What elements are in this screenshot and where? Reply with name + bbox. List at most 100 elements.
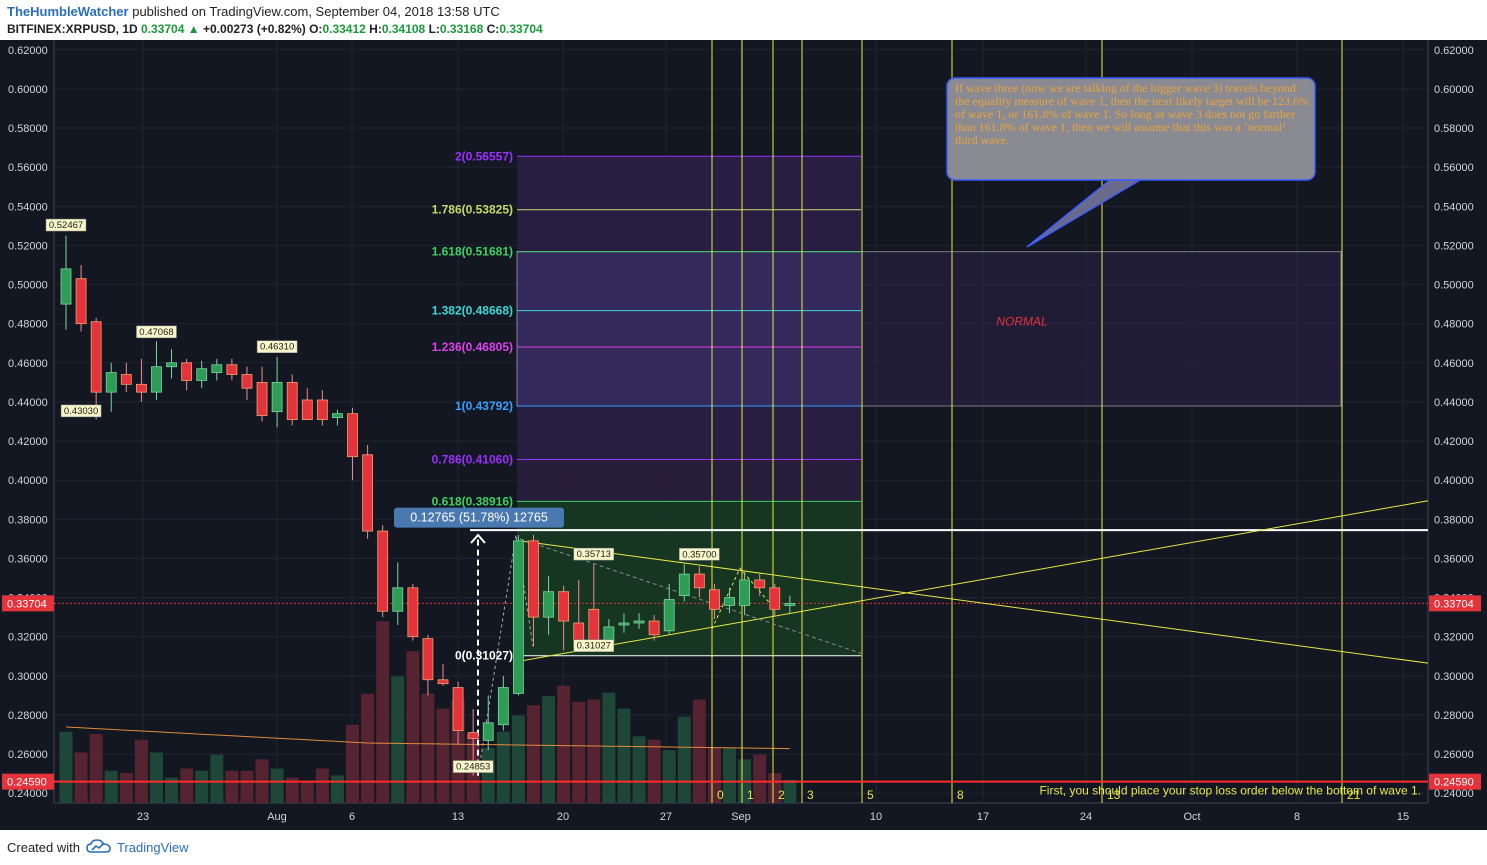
candle-body[interactable]	[332, 413, 343, 418]
candle-body[interactable]	[271, 381, 283, 413]
fib-label: 1.786(0.53825)	[432, 203, 513, 217]
price-tag-text: 0.35700	[682, 549, 716, 560]
candle-body[interactable]	[181, 362, 193, 381]
y-tick-right: 0.32000	[1434, 632, 1474, 644]
time-fib-count: 5	[867, 788, 874, 802]
volume-bar	[753, 754, 767, 803]
candle-body[interactable]	[151, 366, 162, 393]
last-price: 0.33704	[141, 22, 185, 36]
price-tag-text: 0.31027	[577, 641, 611, 652]
candle-body[interactable]	[211, 364, 223, 373]
candle-body[interactable]	[513, 540, 524, 694]
current-price-tag-left	[2, 595, 54, 612]
y-tick-left: 0.60000	[8, 84, 48, 96]
candle-body[interactable]	[377, 530, 389, 612]
candle-body[interactable]	[784, 603, 796, 606]
candle-body[interactable]	[166, 362, 177, 368]
price-tag-box	[256, 340, 298, 353]
y-tick-right: 0.40000	[1434, 475, 1474, 487]
volume-bar	[707, 747, 721, 803]
high-value: 0.34108	[381, 22, 426, 36]
measure-label[interactable]: 0.12765 (51.78%) 12765	[394, 507, 564, 528]
candle-body[interactable]	[286, 381, 298, 420]
candle-body[interactable]	[497, 687, 509, 726]
candle-body[interactable]	[648, 620, 660, 636]
candle-body[interactable]	[739, 579, 750, 606]
current-price-tag-left-text: 0.33704	[7, 598, 47, 610]
y-tick-right: 0.38000	[1434, 514, 1474, 526]
candle-body[interactable]	[482, 722, 494, 741]
candle-body[interactable]	[437, 679, 449, 685]
open-value: 0.33412	[322, 22, 366, 36]
time-fib-count: 21	[1347, 788, 1361, 802]
callout[interactable]: If wave three (now we are talking of the…	[946, 77, 1316, 248]
y-tick-right: 0.44000	[1434, 397, 1474, 409]
ohlc-line: BITFINEX:XRPUSD, 1D 0.33704 ▲ +0.00273 (…	[7, 22, 543, 36]
candle-body[interactable]	[226, 364, 238, 375]
candle-body[interactable]	[407, 587, 419, 638]
price-tag: 0.46310	[256, 340, 298, 353]
time-fib-count: 2	[778, 788, 785, 802]
candle-body[interactable]	[543, 591, 554, 618]
tradingview-logo-icon[interactable]	[86, 838, 112, 856]
candle-body[interactable]	[769, 587, 781, 610]
fib-label: 1.382(0.48668)	[432, 304, 513, 318]
candle-body[interactable]	[467, 732, 479, 739]
candle-body[interactable]	[105, 372, 117, 393]
candle-body[interactable]	[362, 454, 374, 532]
candle-body[interactable]	[90, 321, 102, 393]
trend-line-lower[interactable]	[519, 500, 1429, 662]
candle-body[interactable]	[301, 399, 313, 420]
support-price-tag-left-text: 0.24590	[7, 777, 47, 789]
candle-body[interactable]	[693, 573, 705, 589]
normal-target-box[interactable]	[516, 251, 1342, 407]
candle-body[interactable]	[754, 579, 766, 589]
candle-body[interactable]	[588, 608, 600, 645]
chart-svg[interactable]: 0.62000 0.62000 0.60000 0.60000 0.58000 0.580…	[0, 40, 1487, 830]
candle-body[interactable]	[256, 381, 268, 417]
y-tick-left: 0.42000	[8, 436, 48, 448]
candle-body[interactable]	[452, 687, 464, 732]
candle-body[interactable]	[528, 540, 539, 618]
y-tick-left: 0.56000	[8, 162, 48, 174]
candle-body[interactable]	[422, 638, 434, 681]
y-tick-right: 0.48000	[1434, 319, 1474, 331]
candle-body[interactable]	[709, 589, 720, 610]
y-tick-left: 0.46000	[8, 358, 48, 370]
candle-body[interactable]	[241, 374, 253, 389]
volume-bar	[496, 731, 510, 803]
candle-body[interactable]	[392, 587, 404, 612]
fib-zone-low	[517, 459, 861, 502]
candle-body[interactable]	[75, 278, 87, 325]
candle-body[interactable]	[135, 383, 147, 393]
price-tag-text: 0.43030	[64, 406, 98, 417]
volume-bar	[119, 773, 133, 803]
author-link[interactable]: TheHumbleWatcher	[7, 4, 129, 19]
candle-body[interactable]	[558, 591, 570, 622]
volume-bar	[330, 775, 344, 803]
candle-body[interactable]	[618, 622, 630, 626]
chart-area[interactable]: 0.62000 0.62000 0.60000 0.60000 0.58000 0.580…	[0, 40, 1487, 830]
candle-body[interactable]	[60, 268, 72, 305]
candle-body[interactable]	[347, 413, 358, 458]
y-tick-right: 0.50000	[1434, 280, 1474, 292]
volume-bar	[104, 770, 118, 803]
candle-body[interactable]	[120, 374, 132, 385]
candle-body[interactable]	[678, 573, 690, 597]
volume-bar	[632, 736, 646, 803]
y-tick-right: 0.62000	[1434, 45, 1474, 57]
x-tick: Aug	[267, 811, 287, 823]
y-tick-right: 0.26000	[1434, 749, 1474, 761]
x-tick: Oct	[1183, 811, 1200, 823]
volume-bar	[436, 708, 450, 803]
x-tick: 20	[557, 811, 569, 823]
candle-body[interactable]	[724, 597, 735, 606]
tradingview-link[interactable]: TradingView	[117, 840, 189, 855]
candle-body[interactable]	[663, 599, 675, 632]
trend-line-upper[interactable]	[519, 540, 1429, 664]
candle-body[interactable]	[196, 368, 208, 381]
price-tag: 0.31027	[573, 639, 615, 652]
candle-body[interactable]	[316, 399, 328, 420]
candle-body[interactable]	[633, 620, 645, 624]
y-tick-right: 0.30000	[1434, 671, 1474, 683]
